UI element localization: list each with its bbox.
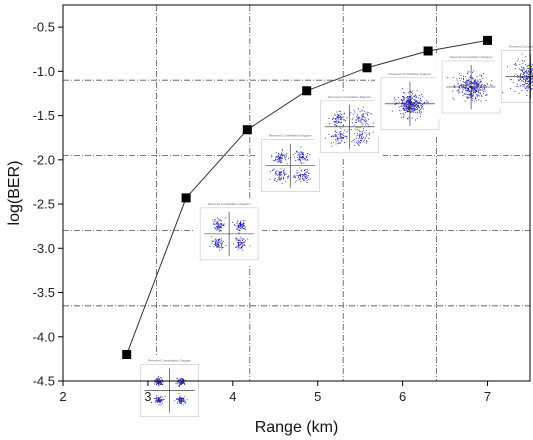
data-point-marker [483, 35, 492, 45]
y-tick-label: -2.5 [33, 197, 55, 212]
x-axis-title: Range (km) [255, 419, 339, 436]
inset-frame [501, 50, 533, 103]
inset-title: Received Constellation Diagram [208, 202, 251, 206]
constellation-inset: Received Constellation Diagram [255, 131, 324, 198]
inset-background [495, 42, 533, 109]
axes: 2 3 4 5 6 7 -4.5 -4.0 -3.5 -3.0 -2.5 -2.0 -1.5 -1.0 -0… [33, 20, 492, 404]
y-axis-title: log(BER) [6, 161, 23, 226]
x-tick-label: 4 [229, 389, 236, 404]
x-tick-label: 2 [59, 389, 66, 404]
inset-title: Received Constellation Diagram [269, 134, 312, 138]
x-tick-label: 3 [144, 389, 151, 404]
constellation-insets: Received Constellation Diagram Received C… [134, 42, 533, 423]
inset-points [269, 146, 311, 184]
inset-background [314, 92, 383, 159]
y-tick-label: -4.0 [33, 329, 55, 344]
inset-background [255, 131, 324, 198]
x-tick-label: 7 [484, 389, 491, 404]
data-point-marker [122, 350, 132, 359]
inset-background [194, 199, 263, 266]
y-tick-label: -1.0 [33, 64, 55, 79]
inset-title: Received Constellation Diagram [509, 44, 533, 48]
inset-title: Received Constellation Diagram [148, 358, 191, 362]
inset-frame [261, 139, 320, 192]
inset-points [151, 375, 188, 406]
inset-points [391, 88, 429, 121]
inset-background [134, 356, 203, 423]
y-tick-label: -2.0 [33, 152, 55, 167]
x-tick-label: 6 [399, 389, 406, 404]
inset-points [324, 106, 374, 147]
inset-points [502, 53, 533, 96]
data-point-marker [242, 125, 252, 135]
constellation-inset: Received Constellation Diagram [495, 42, 533, 109]
inset-frame [199, 207, 259, 261]
data-point-marker [423, 46, 433, 56]
data-point-marker [362, 63, 372, 73]
y-tick-label: -1.5 [33, 108, 55, 123]
data-point-marker [302, 86, 312, 96]
inset-title: Received Constellation Diagram [450, 55, 493, 59]
ber-series [122, 35, 492, 359]
inset-points [209, 217, 251, 251]
constellation-inset: Received Constellation Diagram [374, 69, 443, 136]
inset-frame [140, 364, 199, 417]
constellation-inset: Received Constellation Diagram [314, 92, 383, 159]
y-tick-label: -3.5 [33, 285, 55, 300]
y-tick-label: -0.5 [33, 20, 55, 35]
x-tick-label: 5 [314, 389, 321, 404]
plot-frame [62, 4, 531, 382]
y-tick-label: -3.0 [33, 241, 55, 256]
constellation-inset: Received Constellation Diagram [436, 53, 505, 120]
y-tick-label: -4.5 [33, 374, 55, 389]
inset-title: Received Constellation Diagram [389, 72, 432, 76]
constellation-inset: Received Constellation Diagram [134, 356, 203, 423]
constellation-inset: Received Constellation Diagram [194, 199, 263, 266]
inset-title: Received Constellation Diagram [328, 95, 371, 99]
data-point-marker [181, 193, 191, 203]
